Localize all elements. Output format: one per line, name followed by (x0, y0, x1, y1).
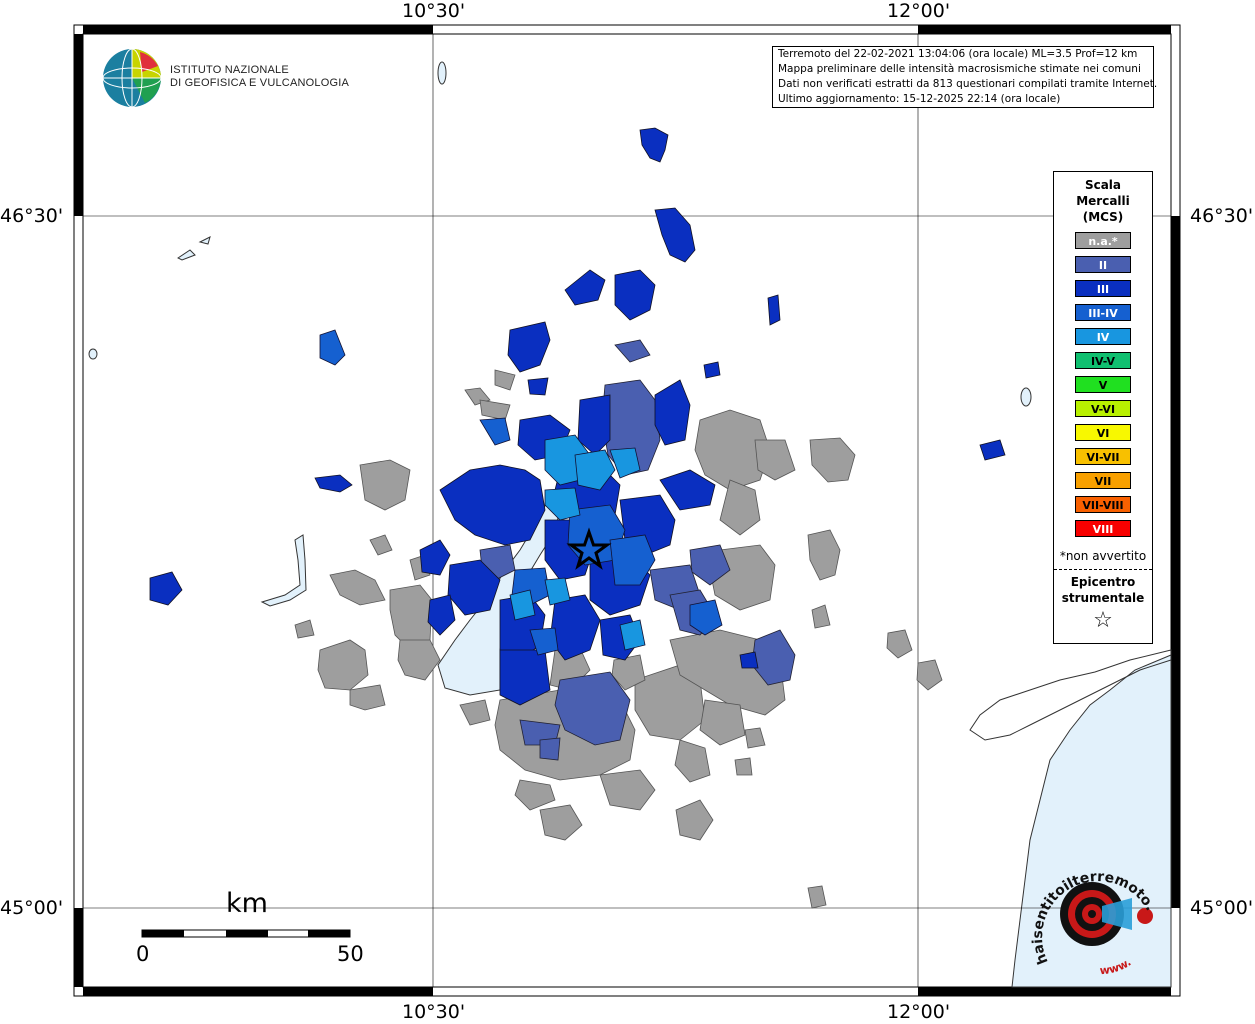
scale-unit-label: km (226, 888, 268, 919)
svg-text:haisentitoilterremoto.it: haisentitoilterremoto.it (1030, 852, 1158, 967)
logo-line-1: ISTITUTO NAZIONALE (170, 64, 289, 76)
region-iv (509, 434, 646, 651)
svg-text:www.: www. (1099, 956, 1133, 978)
legend-item: VI (1075, 424, 1131, 441)
small-lake (177, 249, 196, 261)
frame-band (74, 34, 83, 216)
legend-divider (1054, 569, 1152, 570)
legend-item: VI-VII (1075, 448, 1131, 465)
legend-note: *non avvertito (1059, 549, 1147, 563)
legend-item: V-VI (1075, 400, 1131, 417)
legend-star-icon: ☆ (1093, 608, 1113, 633)
legend-title-line: Scala (1084, 178, 1122, 192)
lake-iseo (260, 534, 307, 607)
legend-item: III (1075, 280, 1131, 297)
coord-top-left: 10°30' (402, 0, 466, 22)
legend-item: V (1075, 376, 1131, 393)
legend-item: II (1075, 256, 1131, 273)
legend-item: n.a.* (1075, 232, 1131, 249)
info-line-4: Ultimo aggiornamento: 15-12-2025 22:14 (… (778, 93, 1061, 105)
legend-epicenter-label: Epicentro strumentale (1054, 574, 1152, 606)
ingv-logo-text: ISTITUTO NAZIONALE DI GEOFISICA E VULCAN… (170, 64, 349, 90)
legend-title: Scala Mercalli (MCS) (1054, 177, 1152, 225)
watermark-url-text: www. (1099, 956, 1133, 978)
frame-band (918, 25, 1171, 34)
coord-left-lower: 45°00' (0, 897, 64, 919)
ingv-logo-icon (102, 48, 162, 108)
intensity-legend: Scala Mercalli (MCS) n.a.* II III III-IV IV I… (1053, 171, 1153, 644)
coastline (969, 649, 1172, 741)
legend-epicenter-line: Epicentro (1070, 575, 1136, 589)
coord-bottom-left: 10°30' (402, 1001, 466, 1023)
small-lake (88, 348, 98, 360)
legend-title-line: Mercalli (1076, 194, 1130, 208)
legend-item: VII-VIII (1075, 496, 1131, 513)
scale-bar (141, 929, 351, 938)
scale-min-label: 0 (136, 942, 150, 966)
frame-band (74, 908, 83, 987)
watermark-logo-icon (1060, 882, 1153, 946)
legend-items: n.a.* II III III-IV IV IV-V V V-VI VI VI-VII VII VI… (1054, 232, 1152, 537)
info-line-3: Dati non verificati estratti da 813 ques… (778, 78, 1158, 90)
legend-epicenter-line: strumentale (1061, 591, 1145, 605)
small-lake (1020, 387, 1032, 407)
frame-band (918, 987, 1171, 996)
coord-left-upper: 46°30' (0, 205, 64, 227)
legend-title-line: (MCS) (1082, 210, 1124, 224)
coord-right-lower: 45°00' (1190, 897, 1254, 919)
small-lake (437, 61, 447, 85)
coord-bottom-right: 12°00' (887, 1001, 951, 1023)
info-line-1: Terremoto del 22-02-2021 13:04:06 (ora l… (778, 48, 1138, 60)
legend-item: III-IV (1075, 304, 1131, 321)
event-info-box: Terremoto del 22-02-2021 13:04:06 (ora l… (772, 46, 1158, 108)
region-iii-iv (319, 329, 723, 656)
legend-item: IV (1075, 328, 1131, 345)
small-lake (198, 236, 211, 245)
coord-right-upper: 46°30' (1190, 205, 1254, 227)
legend-item: VII (1075, 472, 1131, 489)
info-line-2: Mappa preliminare delle intensità macros… (778, 63, 1141, 75)
legend-item: VIII (1075, 520, 1131, 537)
frame-band (83, 987, 433, 996)
frame-band (83, 25, 433, 34)
watermark-site-text: haisentitoilterremoto.it (1030, 852, 1158, 967)
coord-top-right: 12°00' (887, 0, 951, 22)
scale-max-label: 50 (337, 942, 364, 966)
epicenter-star (566, 527, 612, 570)
watermark-text: haisentitoilterremoto.it www. (1030, 852, 1158, 978)
legend-item: IV-V (1075, 352, 1131, 369)
frame-band (1171, 216, 1180, 908)
logo-line-2: DI GEOFISICA E VULCANOLOGIA (170, 77, 349, 89)
